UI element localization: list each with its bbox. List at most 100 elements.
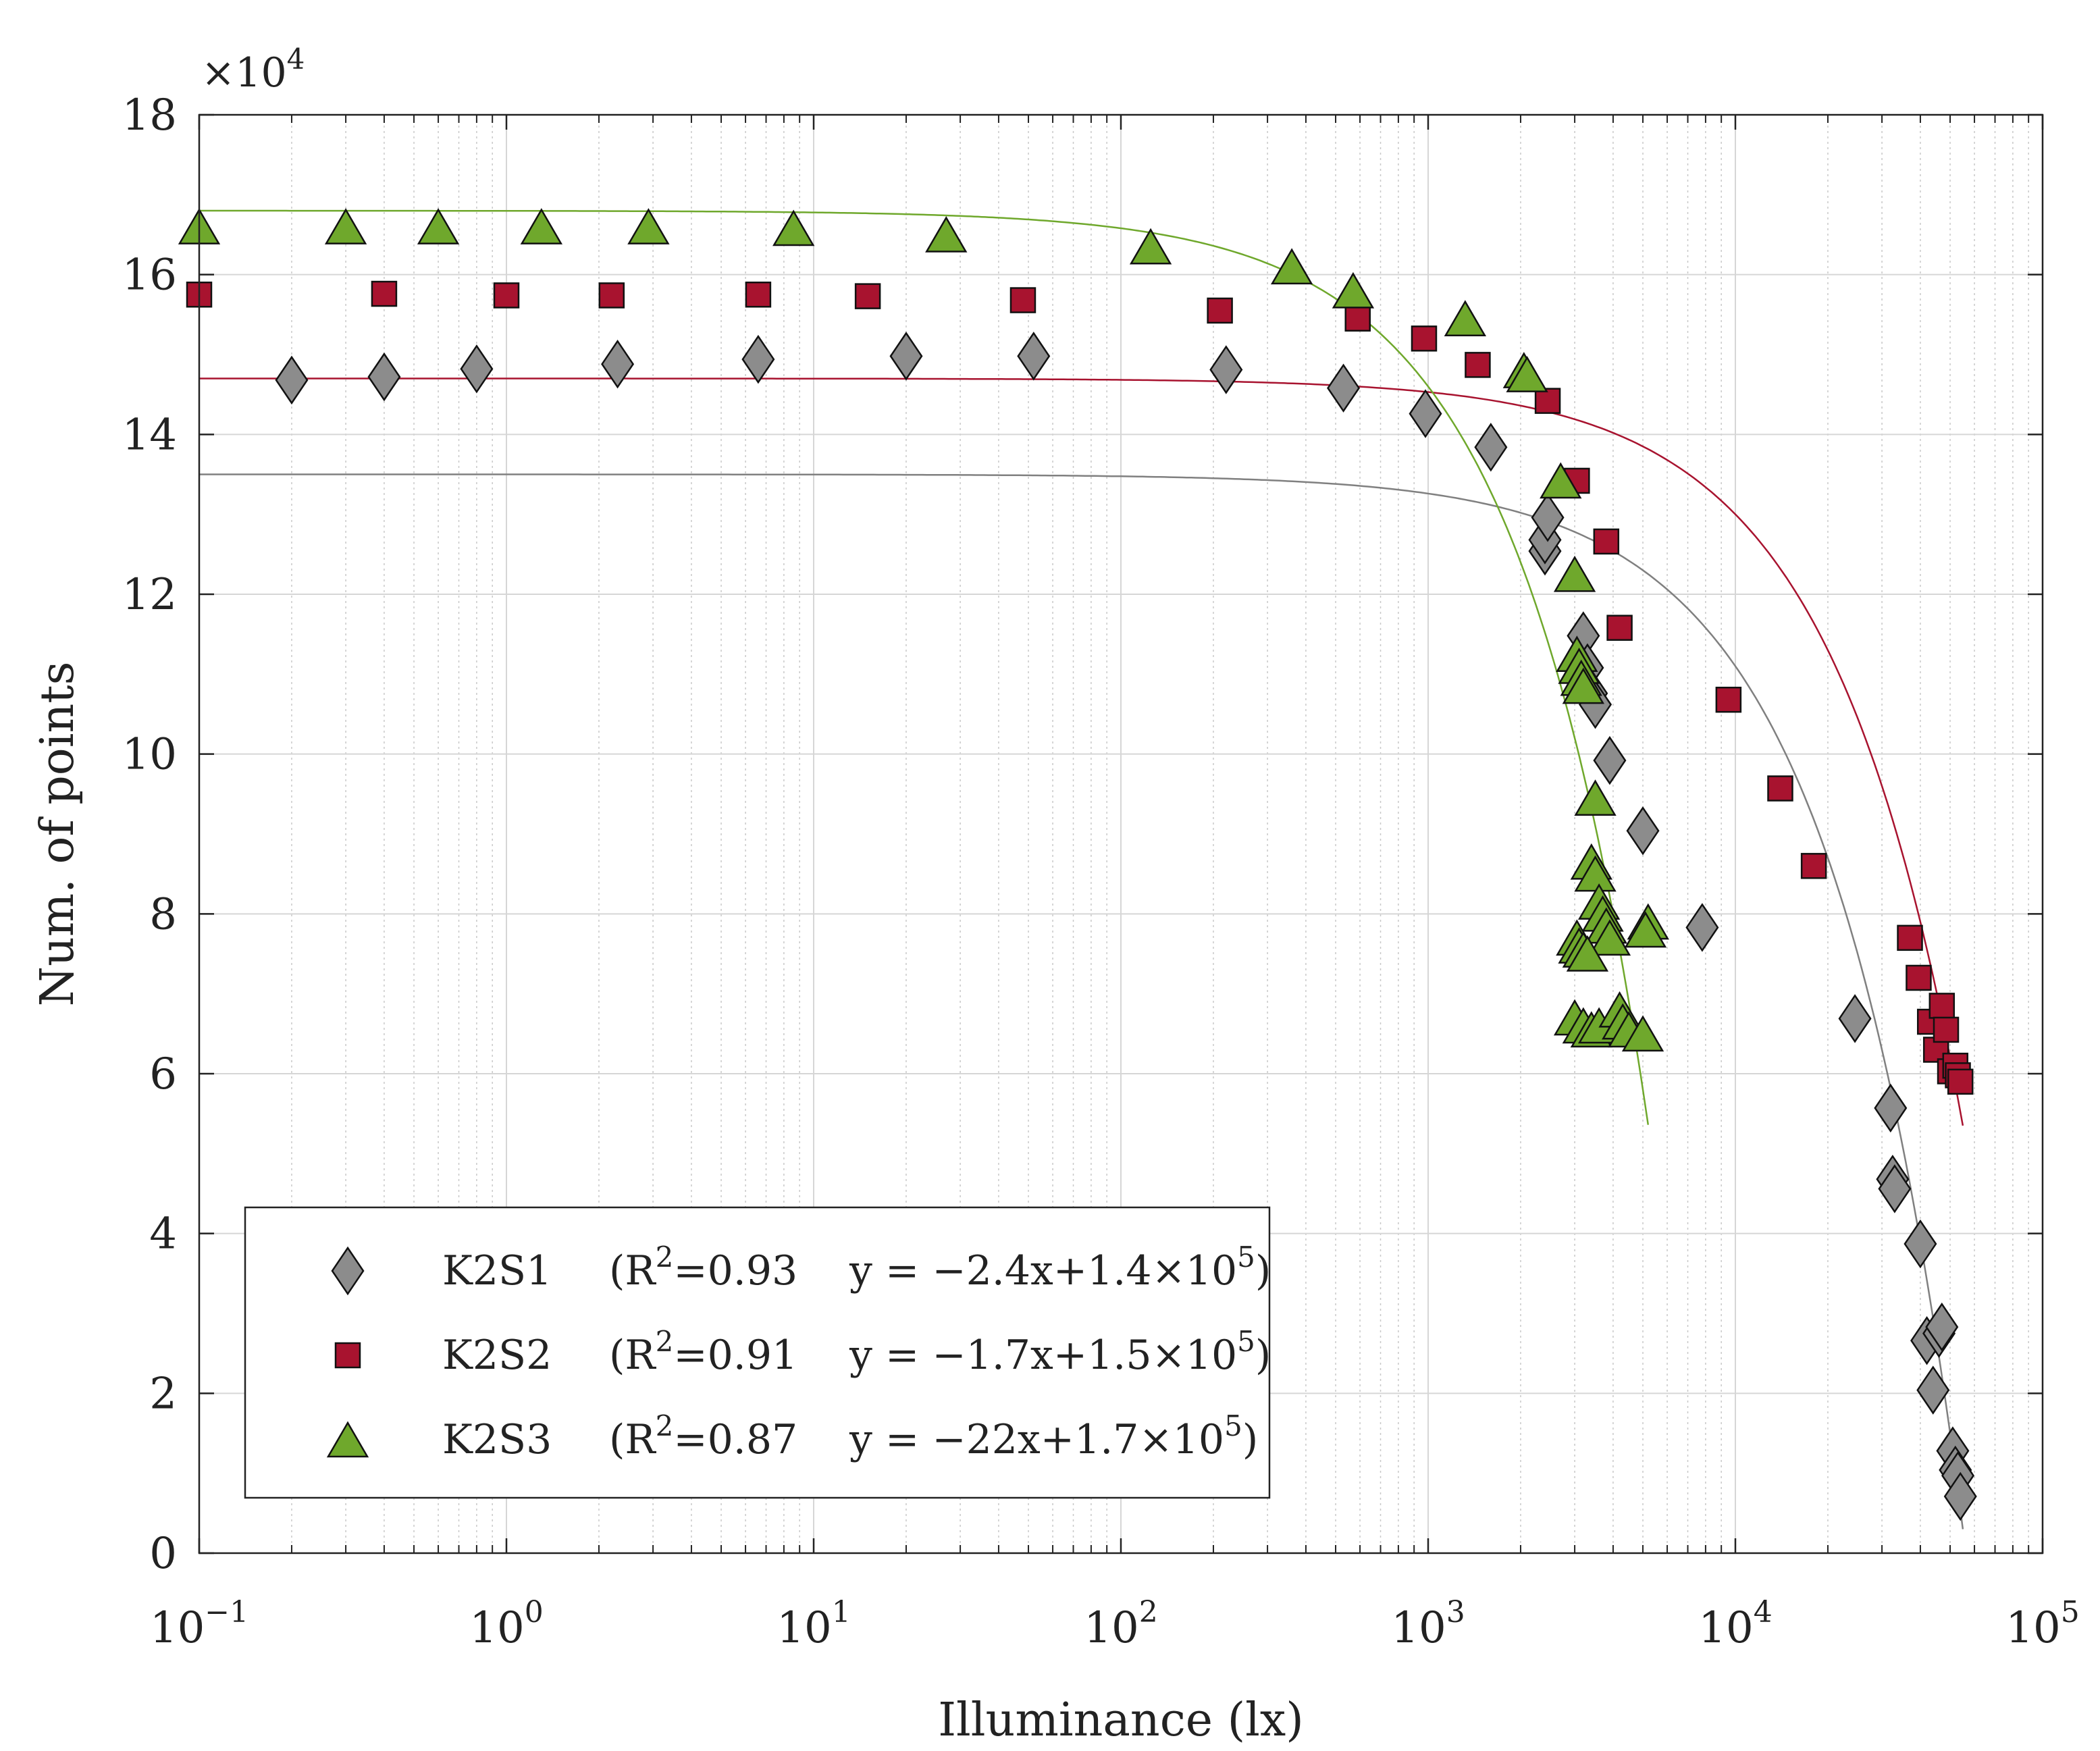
y-tick-label: 16 (122, 251, 177, 300)
legend-entry-k2s2-r2: (R2=0.91 (609, 1325, 797, 1379)
legend-entry-k2s2-equation: y = −1.7x+1.5×105) (849, 1325, 1271, 1379)
data-point-k2s3 (1506, 356, 1548, 392)
legend-marker-k2s1 (331, 1246, 365, 1296)
legend-entry-k2s1-r2: (R2=0.93 (609, 1240, 797, 1295)
y-tick-label: 8 (149, 889, 177, 939)
y-axis-label: Num. of points (31, 662, 84, 1007)
data-point-k2s2 (1593, 528, 1620, 555)
y-tick-label: 6 (149, 1049, 177, 1099)
data-point-k2s1 (275, 355, 309, 405)
data-point-k2s3 (1553, 555, 1596, 592)
x-tick-label: 103 (1391, 1595, 1465, 1653)
fit-curve-k2s1 (199, 473, 1964, 1530)
data-point-k2s1 (741, 334, 775, 384)
data-point-k2s2 (1009, 287, 1036, 313)
y-tick-label: 4 (149, 1209, 177, 1259)
data-point-k2s3 (1566, 935, 1609, 972)
legend: K2S1 (R2=0.93 y = −2.4x+1.4×105) K2S2 (R… (244, 1206, 1271, 1499)
data-point-k2s1 (1874, 1083, 1908, 1133)
data-point-k2s3 (1574, 779, 1617, 816)
data-point-k2s3 (520, 208, 563, 244)
data-point-k2s1 (1685, 903, 1719, 952)
data-point-k2s1 (1327, 363, 1361, 413)
data-point-k2s2 (1606, 615, 1633, 641)
data-point-k2s2 (1928, 993, 1955, 1019)
data-point-k2s1 (1209, 345, 1243, 394)
data-point-k2s2 (1715, 686, 1742, 713)
data-point-k2s1 (1474, 423, 1508, 472)
data-point-k2s3 (1129, 228, 1172, 265)
data-point-k2s3 (627, 208, 670, 244)
data-point-k2s3 (1332, 271, 1375, 309)
data-point-k2s2 (1411, 325, 1438, 352)
data-point-k2s1 (1531, 493, 1565, 542)
x-tick-label: 104 (1698, 1595, 1772, 1653)
data-point-k2s3 (324, 208, 367, 244)
legend-marker-k2s3 (326, 1421, 369, 1458)
fit-curves-layer (199, 209, 1964, 1530)
data-point-k2s2 (1207, 297, 1233, 324)
data-point-k2s3 (772, 209, 815, 246)
data-point-k2s1 (367, 352, 401, 402)
x-tick-label: 101 (777, 1595, 850, 1653)
data-point-k2s1 (1838, 994, 1872, 1043)
data-point-k2s3 (1624, 911, 1667, 948)
data-point-k2s2 (493, 282, 520, 309)
data-point-k2s2 (854, 283, 881, 309)
data-point-k2s3 (925, 216, 968, 253)
data-point-k2s2 (1906, 964, 1932, 991)
data-point-k2s1 (460, 344, 494, 394)
data-point-k2s2 (1897, 924, 1923, 951)
legend-entry-k2s2-label: K2S2 (442, 1332, 552, 1379)
data-point-k2s1 (1593, 735, 1627, 785)
legend-entry-k2s3-label: K2S3 (442, 1416, 552, 1463)
legend-entry-k2s1-equation: y = −2.4x+1.4×105) (849, 1240, 1271, 1295)
data-point-k2s1 (1878, 1164, 1912, 1213)
y-multiplier-label: ×104 (201, 43, 305, 97)
x-axis-label: Illuminance (lx) (938, 1694, 1304, 1747)
data-point-k2s1 (889, 332, 923, 381)
y-tick-label: 0 (149, 1529, 177, 1579)
y-tick-label: 18 (122, 90, 177, 140)
data-point-k2s1 (601, 339, 635, 389)
data-point-k2s1 (1409, 389, 1442, 438)
data-point-k2s1 (1626, 806, 1660, 856)
data-point-k2s1 (1904, 1219, 1937, 1269)
legend-marker-k2s2 (334, 1342, 361, 1369)
data-point-k2s2 (1344, 305, 1371, 332)
tick-layer: 10−1 100 101 102 103 104 105 0 2 4 6 8 10 12 14 16 18 (122, 90, 2080, 1653)
fit-curve-k2s3 (199, 209, 1650, 1125)
data-point-k2s2 (1465, 352, 1491, 378)
data-points-layer (178, 208, 1977, 1521)
data-point-k2s2 (598, 282, 625, 309)
data-point-k2s2 (1534, 388, 1561, 414)
data-point-k2s3 (1540, 462, 1582, 499)
legend-markers (326, 1246, 369, 1458)
data-point-k2s2 (1933, 1016, 1960, 1043)
data-point-k2s1 (1943, 1471, 1977, 1521)
x-tick-label: 100 (469, 1595, 543, 1653)
data-point-k2s3 (1270, 248, 1313, 285)
data-point-k2s3 (1444, 300, 1487, 336)
data-point-k2s3 (1588, 919, 1631, 956)
legend-entry-k2s1-label: K2S1 (442, 1247, 552, 1295)
y-tick-label: 12 (122, 570, 177, 620)
y-tick-label: 10 (122, 730, 177, 780)
data-point-k2s1 (1925, 1302, 1959, 1352)
data-point-k2s3 (1621, 1015, 1664, 1052)
legend-entry-k2s3-equation: y = −22x+1.7×105) (849, 1409, 1258, 1463)
x-tick-label: 105 (2005, 1595, 2079, 1653)
legend-entry-k2s3-r2: (R2=0.87 (609, 1409, 797, 1463)
data-point-k2s2 (1947, 1068, 1974, 1095)
y-tick-label: 2 (149, 1369, 177, 1419)
data-point-k2s2 (371, 280, 398, 307)
data-point-k2s3 (417, 208, 460, 244)
legend-box (244, 1206, 1271, 1499)
data-point-k2s2 (1767, 775, 1793, 802)
y-tick-label: 14 (122, 410, 177, 460)
data-point-k2s1 (1017, 332, 1051, 381)
data-point-k2s2 (1800, 853, 1827, 879)
data-point-k2s2 (745, 282, 772, 308)
